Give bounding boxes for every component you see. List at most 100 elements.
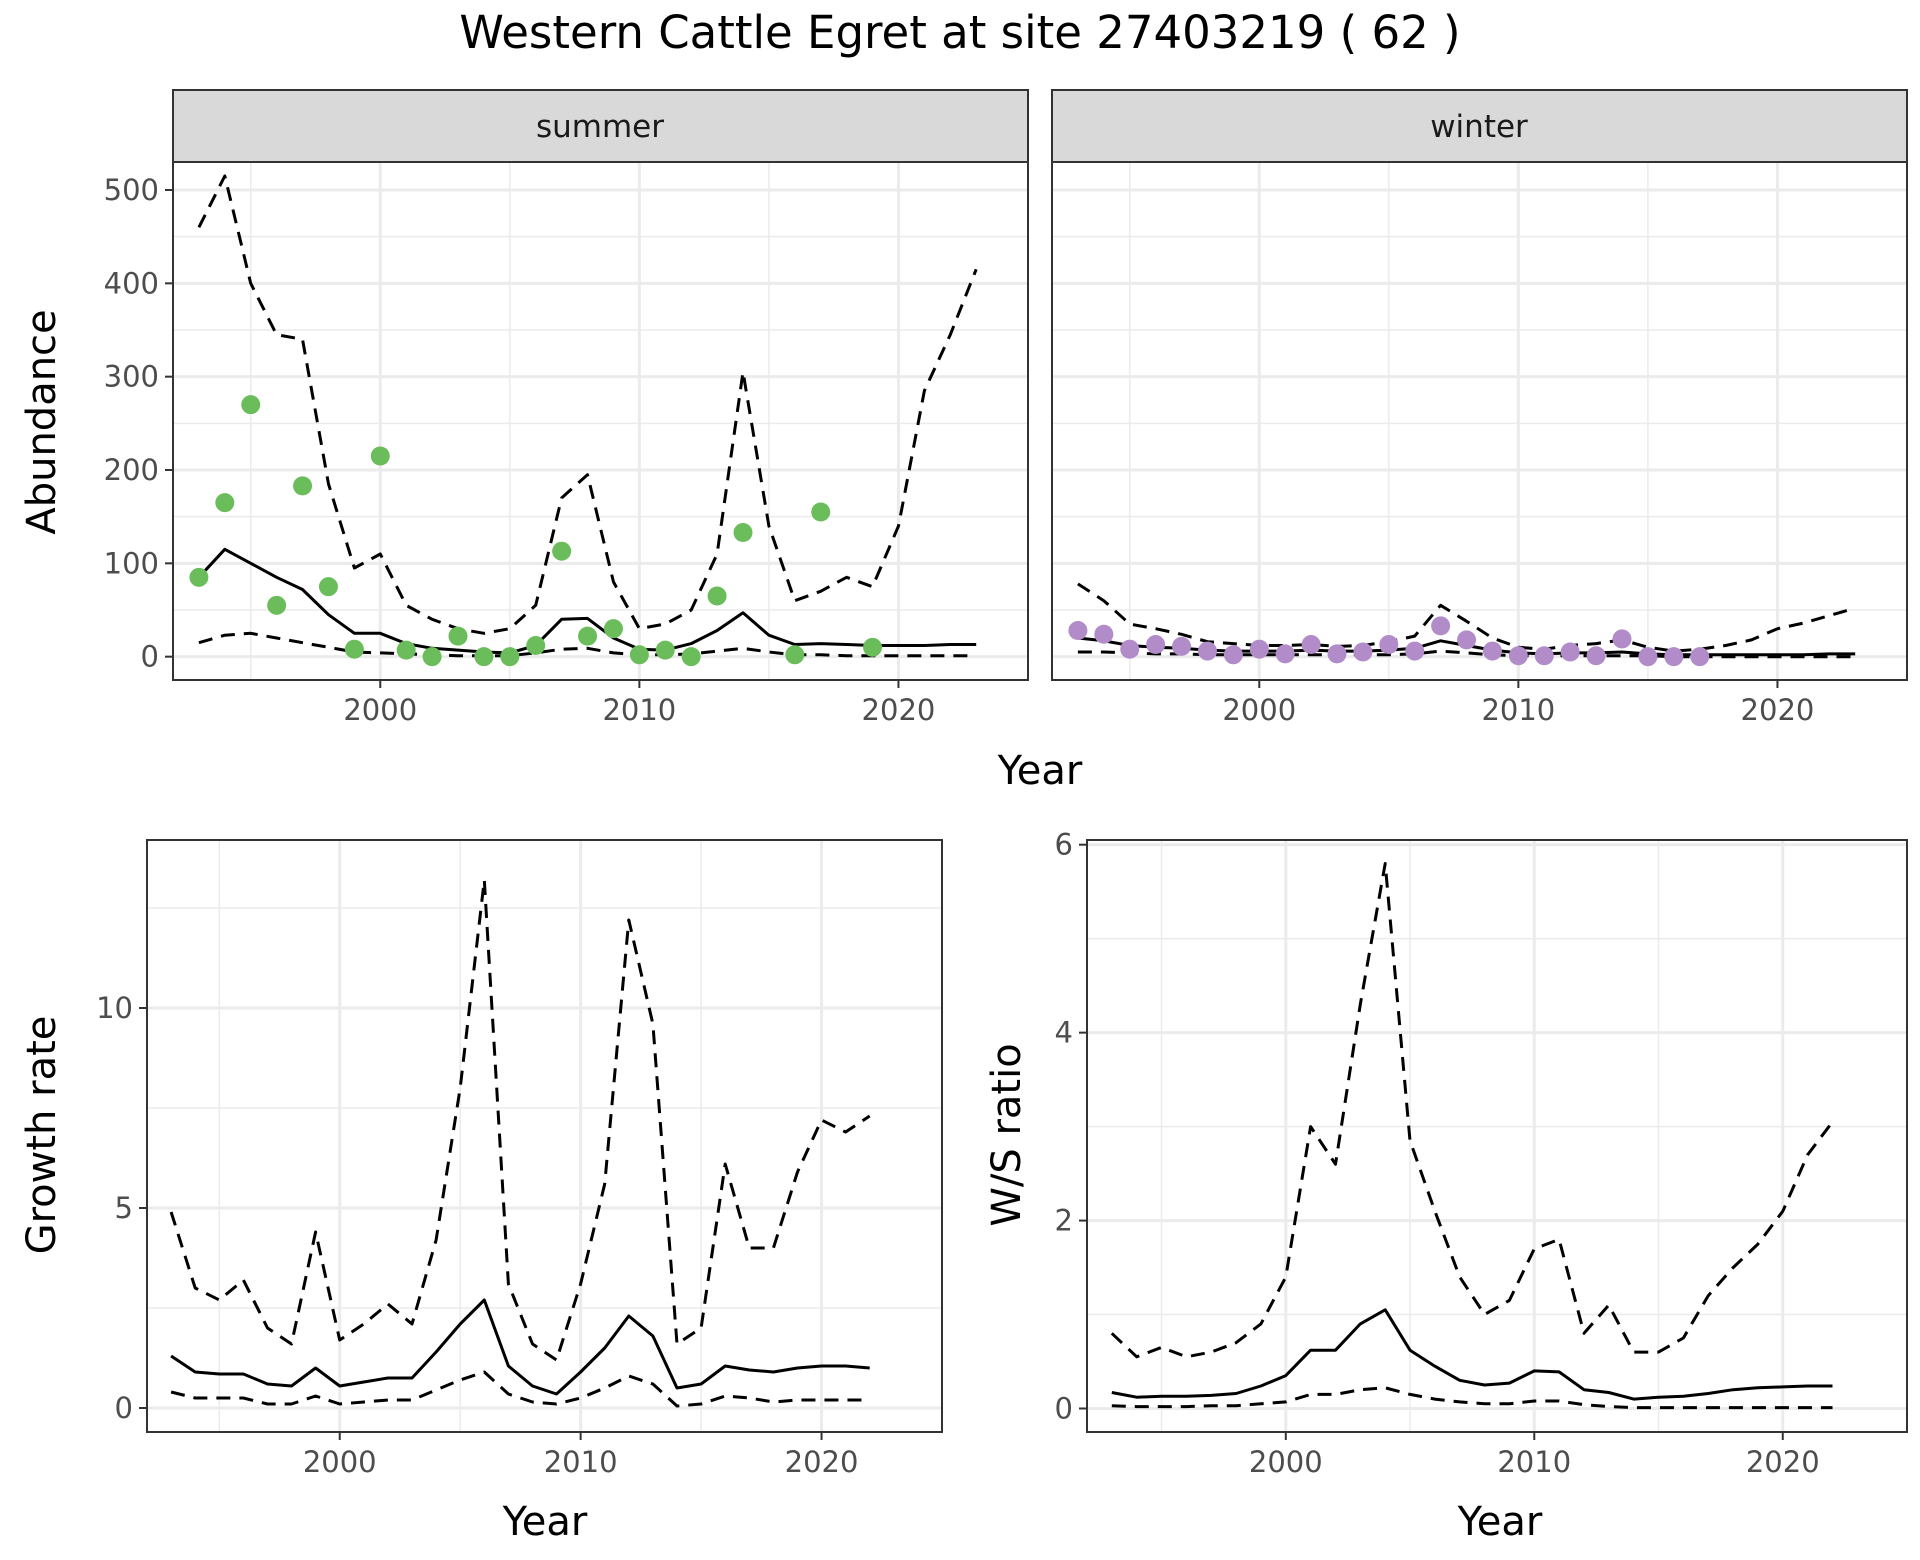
panel-winter: winter 2000 2010 2020 <box>1051 89 1908 727</box>
data-point-winter <box>1560 642 1580 662</box>
data-point-summer <box>655 640 675 660</box>
data-point-summer <box>396 640 416 660</box>
data-point-winter <box>1353 642 1373 662</box>
data-point-winter <box>1301 635 1321 655</box>
data-point-summer <box>707 586 727 606</box>
data-point-summer <box>215 493 235 513</box>
data-point-winter <box>1197 641 1217 661</box>
x-tick-label: 2010 <box>544 1445 618 1479</box>
data-point-summer <box>448 626 468 646</box>
y-tick-label: 4 <box>1055 1016 1073 1050</box>
y-tick-label: 400 <box>104 266 159 300</box>
x-tick-label: 2010 <box>602 693 676 727</box>
x-tick-label: 2020 <box>785 1445 859 1479</box>
data-point-winter <box>1146 635 1166 655</box>
data-point-summer <box>733 523 753 543</box>
x-axis-title-growth-rate: Year <box>502 1499 588 1545</box>
data-point-winter <box>1690 647 1710 667</box>
data-point-summer <box>293 476 313 496</box>
strip-label-summer: summer <box>536 109 664 145</box>
data-point-winter <box>1457 630 1477 650</box>
y-tick-label: 2 <box>1055 1204 1073 1238</box>
data-point-winter <box>1327 644 1347 664</box>
data-point-winter <box>1664 647 1684 667</box>
series-line-estimate-summer <box>197 547 977 655</box>
series-line-estimate-ws-ratio <box>1111 1308 1833 1401</box>
series-line-lower-winter <box>1077 649 1856 659</box>
data-point-summer <box>267 595 287 615</box>
data-point-winter <box>1223 645 1243 665</box>
plot-background-winter <box>1052 162 1907 680</box>
plot-area-growth-rate: 2000 2010 2020 0 5 10 <box>96 839 943 1479</box>
data-point-summer <box>603 619 623 639</box>
data-point-summer <box>811 502 831 522</box>
data-point-summer <box>681 647 701 667</box>
panel-growth-rate: 2000 2010 2020 0 5 10 Growth rate Year <box>19 839 943 1545</box>
data-point-winter <box>1482 641 1502 661</box>
plot-area-ws-ratio: 2000 2010 2020 0 2 4 6 <box>1055 828 1908 1479</box>
x-tick-label: 2020 <box>862 693 936 727</box>
x-tick-label: 2000 <box>343 693 417 727</box>
data-point-winter <box>1638 647 1658 667</box>
data-point-winter <box>1508 646 1528 666</box>
y-tick-label: 0 <box>115 1391 133 1425</box>
data-point-summer <box>422 647 442 667</box>
data-point-winter <box>1172 636 1192 656</box>
series-line-upper-growth-rate <box>169 878 871 1362</box>
series-line-lower-growth-rate <box>170 1370 870 1408</box>
data-point-winter <box>1094 624 1114 644</box>
data-point-summer <box>629 645 649 665</box>
data-point-summer <box>344 639 364 659</box>
data-point-winter <box>1275 644 1295 664</box>
y-axis-title-growth-rate: Growth rate <box>19 1016 65 1255</box>
plot-area-summer: 2000 2010 2020 0 100 200 300 400 500 <box>104 161 1029 727</box>
data-point-summer <box>370 446 390 466</box>
data-point-summer <box>318 577 338 597</box>
panel-border-ws-ratio <box>1086 839 1908 1433</box>
x-tick-label: 2020 <box>1746 1445 1820 1479</box>
x-axis-title-ws-ratio: Year <box>1457 1499 1543 1545</box>
data-point-summer <box>552 541 572 561</box>
strip-winter <box>1051 89 1908 163</box>
series-line-lower-ws-ratio <box>1111 1386 1833 1410</box>
y-axis-title-ws-ratio: W/S ratio <box>984 1043 1030 1226</box>
data-point-summer <box>500 647 520 667</box>
y-tick-label: 6 <box>1055 828 1073 862</box>
y-tick-label: 10 <box>96 991 133 1025</box>
x-tick-label: 2020 <box>1741 693 1815 727</box>
data-point-summer <box>241 395 261 415</box>
y-tick-label: 500 <box>104 173 159 207</box>
panel-summer: summer 2000 2010 2020 0 100 200 300 400 500 Abun… <box>19 89 1029 727</box>
strip-summer <box>172 89 1029 163</box>
chart-title: Western Cattle Egret at site 27403219 ( … <box>459 6 1460 59</box>
plot-area-winter: 2000 2010 2020 <box>1051 161 1908 727</box>
y-tick-label: 300 <box>104 360 159 394</box>
x-tick-label: 2000 <box>303 1445 377 1479</box>
x-tick-label: 2010 <box>1497 1445 1571 1479</box>
data-point-summer <box>474 647 494 667</box>
data-point-winter <box>1612 629 1632 649</box>
y-tick-label: 0 <box>1055 1392 1073 1426</box>
data-point-summer <box>785 645 805 665</box>
data-point-winter <box>1431 616 1451 636</box>
series-line-lower-summer <box>198 631 977 658</box>
data-point-summer <box>578 626 598 646</box>
x-axis-title-top: Year <box>997 748 1083 794</box>
panel-border-growth-rate <box>146 839 943 1433</box>
x-tick-label: 2010 <box>1481 693 1555 727</box>
y-tick-label: 5 <box>115 1191 133 1225</box>
data-point-winter <box>1534 646 1554 666</box>
series-line-upper-summer <box>197 174 978 635</box>
data-point-summer <box>863 637 883 657</box>
y-tick-label: 0 <box>141 640 159 674</box>
panel-border-summer <box>172 161 1029 681</box>
data-point-winter <box>1120 639 1140 659</box>
series-line-estimate-growth-rate <box>170 1298 870 1396</box>
panel-ws-ratio: 2000 2010 2020 0 2 4 6 W/S ratio Year <box>984 828 1908 1545</box>
strip-label-winter: winter <box>1430 109 1528 145</box>
plot-background-summer <box>173 162 1028 680</box>
data-point-winter <box>1586 646 1606 666</box>
data-point-summer <box>189 567 209 587</box>
y-tick-label: 200 <box>104 453 159 487</box>
